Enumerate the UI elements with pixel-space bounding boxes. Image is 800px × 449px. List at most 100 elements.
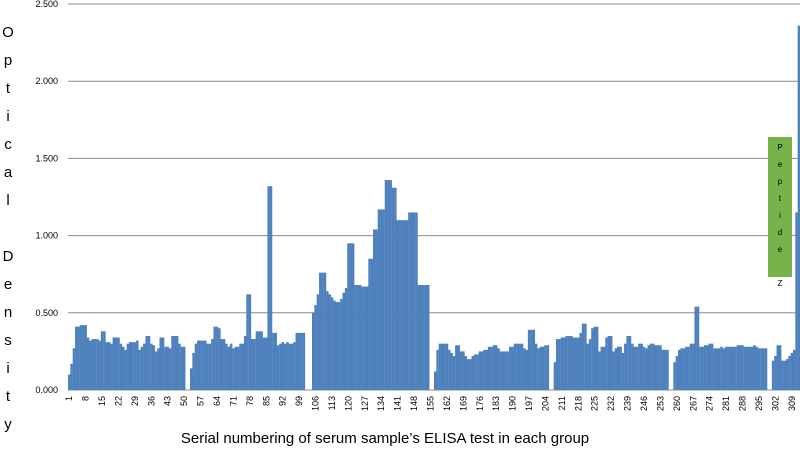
bar — [518, 343, 521, 390]
x-tick-label: 36 — [146, 396, 156, 406]
bar — [204, 340, 207, 390]
bar — [166, 346, 170, 390]
bar — [713, 348, 716, 390]
bar — [656, 345, 660, 390]
bar — [143, 343, 146, 390]
x-tick-label: 246 — [639, 396, 649, 411]
bar — [485, 349, 489, 390]
bar — [251, 339, 254, 390]
bar — [119, 343, 123, 390]
bar — [628, 335, 632, 390]
bar — [258, 331, 261, 390]
bar — [410, 212, 414, 390]
bar — [129, 342, 132, 390]
bar — [487, 346, 491, 390]
bar — [164, 346, 167, 390]
bar — [499, 351, 503, 390]
bar — [598, 351, 601, 390]
bar — [708, 343, 711, 390]
bar — [389, 180, 392, 390]
x-tick-label: 309 — [787, 396, 797, 411]
bar — [342, 292, 345, 390]
bar — [722, 348, 726, 390]
bar — [152, 345, 155, 390]
bar — [560, 337, 564, 390]
bar — [778, 345, 782, 390]
bar — [412, 212, 416, 390]
bar — [89, 340, 92, 390]
bar — [556, 339, 559, 390]
bar — [150, 343, 153, 390]
bar — [736, 345, 740, 390]
bar — [595, 326, 599, 390]
x-tick-label: 302 — [770, 396, 780, 411]
bar — [490, 346, 493, 390]
bar — [300, 332, 303, 390]
bar — [553, 362, 557, 390]
bar — [724, 346, 728, 390]
bar — [351, 243, 355, 390]
bar — [762, 348, 765, 390]
bar — [567, 335, 571, 390]
bar — [279, 343, 282, 390]
bar — [624, 343, 627, 390]
bar — [563, 337, 566, 390]
x-tick-label: 155 — [425, 396, 435, 411]
bar — [105, 342, 109, 390]
bar — [154, 351, 158, 390]
x-tick-label: 267 — [688, 396, 698, 411]
y-tick-label: 2.000 — [35, 76, 58, 86]
bar — [750, 346, 754, 390]
bar — [666, 349, 669, 390]
bar — [448, 349, 451, 390]
x-tick-label: 106 — [311, 396, 321, 411]
bar — [471, 356, 475, 390]
x-tick-label: 211 — [557, 396, 567, 410]
bar — [323, 272, 327, 390]
bar — [647, 345, 650, 390]
x-tick-label: 22 — [113, 396, 123, 406]
bar — [640, 343, 643, 390]
bar — [753, 345, 756, 390]
bar — [126, 343, 130, 390]
bar — [267, 186, 270, 390]
bar — [96, 339, 99, 390]
bar — [577, 337, 580, 390]
bar — [370, 258, 374, 390]
bar — [692, 343, 695, 390]
bar — [659, 345, 662, 390]
bar — [741, 345, 744, 390]
bar — [696, 306, 700, 390]
bar — [434, 371, 437, 390]
bar — [319, 272, 322, 390]
bar — [232, 348, 235, 390]
bar — [645, 348, 648, 390]
x-tick-label: 134 — [376, 396, 386, 411]
bar — [513, 343, 517, 390]
bar — [340, 298, 343, 390]
bar — [265, 337, 268, 390]
bar — [621, 352, 625, 390]
y-tick-label: 2.500 — [35, 0, 58, 9]
x-tick-label: 64 — [212, 396, 222, 406]
bar — [502, 351, 505, 390]
x-tick-label: 15 — [97, 396, 107, 406]
bar — [363, 286, 367, 390]
bar — [354, 285, 357, 390]
y-tick-label: 1.000 — [35, 231, 58, 241]
bar — [687, 346, 690, 390]
bar — [312, 312, 315, 390]
bar — [356, 285, 360, 390]
bar — [79, 325, 83, 390]
bar — [495, 345, 498, 390]
bar — [617, 346, 620, 390]
bar — [415, 212, 418, 390]
bar — [783, 360, 787, 390]
bar — [114, 337, 118, 390]
bar — [290, 343, 294, 390]
x-tick-label: 78 — [245, 396, 255, 406]
bar — [77, 326, 80, 390]
bar — [703, 345, 707, 390]
bar — [525, 349, 528, 390]
bar — [781, 360, 784, 390]
